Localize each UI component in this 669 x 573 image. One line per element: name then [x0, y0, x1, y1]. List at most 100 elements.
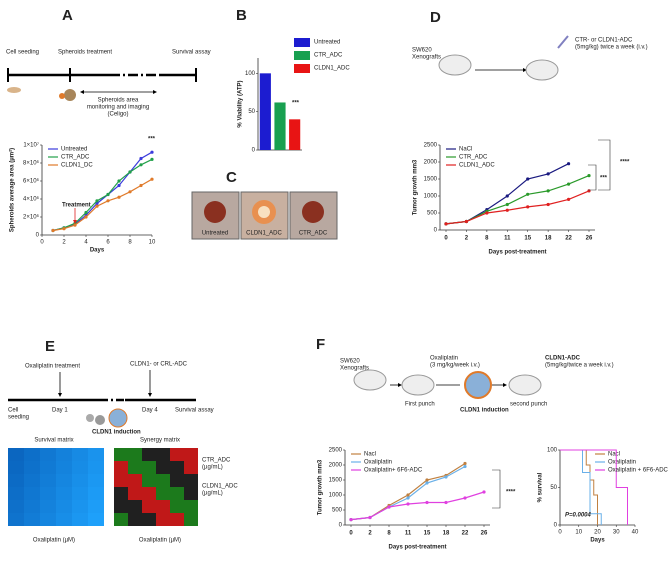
- point: [444, 500, 448, 505]
- series-line: [445, 190, 590, 225]
- heat-cell: [72, 513, 88, 526]
- heat-cell: [40, 513, 56, 526]
- step-label: seeding: [8, 415, 29, 421]
- x-tick-label: 0: [40, 240, 44, 246]
- point: [485, 211, 489, 215]
- heat-cell: [56, 461, 72, 474]
- x-tick-label: 0: [558, 530, 562, 536]
- point: [150, 177, 154, 181]
- image-label: CTR_ADC: [299, 231, 328, 237]
- heat-cell: [56, 487, 72, 500]
- y-tick-label: 1500: [424, 177, 438, 183]
- x-tick-label: 26: [481, 531, 488, 537]
- x-tick-label: 6: [106, 240, 110, 246]
- heat-cell: [8, 500, 24, 513]
- panel-label: F: [316, 336, 325, 353]
- step-label: Spheroids treatment: [58, 50, 112, 56]
- heat-cell: [40, 448, 56, 461]
- y-axis-label: Tumor growth mm3: [318, 459, 324, 515]
- matrix-axis: Oxaliplatin (µM): [139, 538, 181, 544]
- y-axis-label: Spheroids average area (µm²): [9, 148, 16, 232]
- point: [139, 163, 143, 167]
- x-tick-label: 8: [128, 240, 132, 246]
- y-tick-label: 2000: [424, 160, 438, 166]
- legend-label: Nacl: [608, 452, 620, 458]
- bar: [274, 102, 286, 150]
- point: [95, 201, 99, 206]
- heat-cell: [72, 461, 88, 474]
- y-axis-label: % survival: [538, 472, 544, 502]
- y-tick-label: 50: [248, 109, 255, 115]
- image-label: Untreated: [202, 231, 228, 237]
- x-tick-label: 4: [84, 240, 88, 246]
- heat-cell: [142, 461, 156, 474]
- note: monitoring and imaging: [87, 105, 149, 111]
- spheroid-images: [191, 191, 338, 240]
- treatment-label: CLDN1-ADC: [545, 356, 581, 362]
- step-label: second punch: [510, 402, 547, 408]
- model-label: Xenografts: [340, 366, 369, 372]
- x-tick-label: 2: [62, 240, 66, 246]
- heat-cell: [184, 487, 198, 500]
- point: [463, 496, 467, 500]
- point: [464, 219, 469, 224]
- y-tick-label: 8×10⁶: [23, 160, 40, 167]
- y-tick-label: 0: [434, 228, 438, 234]
- heat-cell: [114, 487, 128, 500]
- step-label: CLDN1 induction: [460, 408, 509, 414]
- point: [95, 204, 99, 208]
- point: [106, 192, 110, 197]
- matrix-label: (µg/mL): [202, 465, 223, 471]
- x-tick-label: 11: [405, 531, 412, 537]
- legend-swatch: [294, 38, 310, 47]
- point: [406, 493, 410, 497]
- bracket: [598, 139, 611, 191]
- heat-cell: [170, 474, 184, 487]
- y-tick-label: 2×10⁶: [23, 214, 40, 221]
- heat-cell: [56, 448, 72, 461]
- panel-label: D: [430, 9, 441, 26]
- point: [95, 199, 99, 203]
- treatment-label: (5mg/kg) twice a week (i.v.): [575, 45, 648, 51]
- step-label: CLDN1- or CRL-ADC: [130, 362, 188, 368]
- heat-cell: [128, 513, 142, 526]
- annotation: ****: [506, 490, 516, 496]
- heat-cell: [8, 487, 24, 500]
- point: [546, 172, 550, 176]
- survival-line: [560, 449, 628, 525]
- x-axis-label: Days: [90, 248, 105, 254]
- legend-label: Untreated: [314, 40, 340, 46]
- heat-cell: [88, 461, 104, 474]
- point: [463, 464, 467, 469]
- point: [526, 205, 530, 209]
- heat-cell: [142, 487, 156, 500]
- treatment-label: (3 mg/kg/week i.v.): [430, 363, 480, 369]
- heat-cell: [56, 513, 72, 526]
- x-tick-label: 20: [594, 530, 601, 536]
- heat-cell: [114, 461, 128, 474]
- panel-label: C: [226, 169, 237, 186]
- axis: [41, 145, 152, 236]
- heat-cell: [88, 487, 104, 500]
- point: [117, 179, 121, 183]
- y-tick-label: 0: [252, 148, 256, 154]
- legend-label: CLDN1_DC: [61, 163, 93, 169]
- y-tick-label: 4×10⁶: [23, 196, 40, 203]
- series-line: [52, 178, 153, 232]
- step-label: CLDN1 induction: [92, 430, 141, 436]
- legend-label: Oxaliplatin + 6F6-ADC: [608, 468, 669, 474]
- y-tick-label: 1×10⁷: [23, 142, 39, 149]
- annotation: ****: [620, 160, 630, 166]
- y-tick-label: 2000: [329, 463, 343, 469]
- y-tick-label: 1000: [329, 493, 343, 499]
- treatment-label: Oxaliplatin: [430, 356, 458, 362]
- heat-cell: [114, 448, 128, 461]
- heat-cell: [72, 474, 88, 487]
- heat-cell: [114, 474, 128, 487]
- x-tick-label: 11: [504, 236, 511, 242]
- heat-cell: [156, 487, 170, 500]
- point: [425, 481, 429, 485]
- panel-label: B: [236, 7, 247, 24]
- point: [526, 177, 530, 181]
- y-tick-label: 0: [554, 523, 558, 529]
